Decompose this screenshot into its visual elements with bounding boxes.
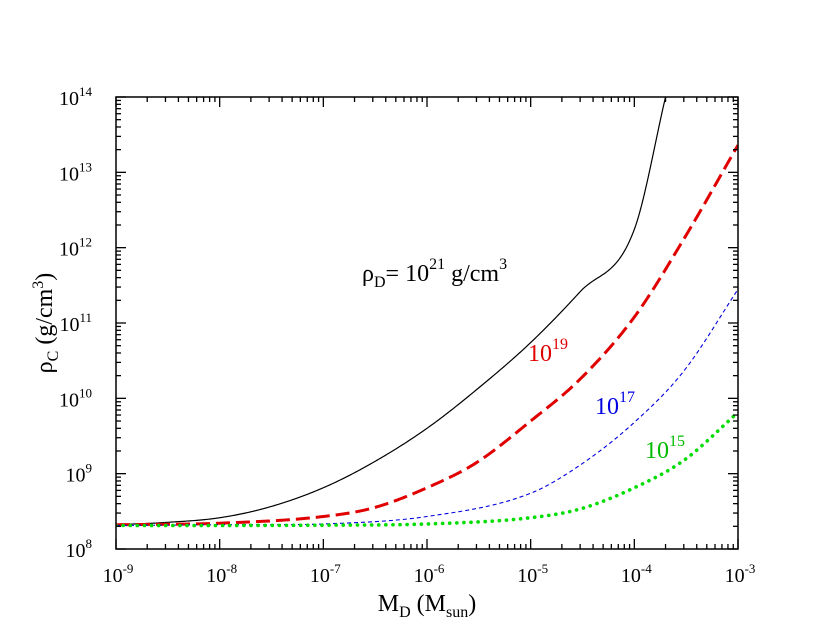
x-tick-label: 10-3 <box>725 561 756 587</box>
x-tick-label: 10-9 <box>103 561 134 587</box>
x-tick-label: 10-5 <box>517 561 548 587</box>
annotation-1e17: 1017 <box>595 389 635 420</box>
y-axis-title: ρC (g/cm3) <box>30 273 62 374</box>
tick-layer <box>115 96 739 550</box>
y-tick-label: 1010 <box>59 385 92 411</box>
y-tick-label: 1011 <box>59 310 92 336</box>
series-line-2 <box>116 289 738 527</box>
y-tick-label: 109 <box>66 461 93 487</box>
plot-frame <box>115 96 739 550</box>
y-tick-label: 108 <box>66 536 93 562</box>
series-line-0 <box>116 97 667 526</box>
annotation-1e19: 1019 <box>528 336 568 367</box>
x-tick-label: 10-6 <box>414 561 445 587</box>
y-tick-label: 1013 <box>59 159 92 185</box>
y-tick-label: 1014 <box>59 84 93 110</box>
x-tick-label: 10-4 <box>621 561 652 587</box>
x-axis-title: MD (Msun) <box>378 591 476 621</box>
annotation-1e15: 1015 <box>645 433 685 464</box>
y-tick-label: 1012 <box>59 235 92 261</box>
x-tick-label: 10-8 <box>206 561 237 587</box>
annotation-rho-d-1e21: ρD= 1021 g/cm3 <box>362 256 507 291</box>
x-tick-label: 10-7 <box>310 561 341 587</box>
series-layer <box>116 97 738 528</box>
series-line-3 <box>116 410 738 528</box>
series-line-1 <box>116 144 738 527</box>
